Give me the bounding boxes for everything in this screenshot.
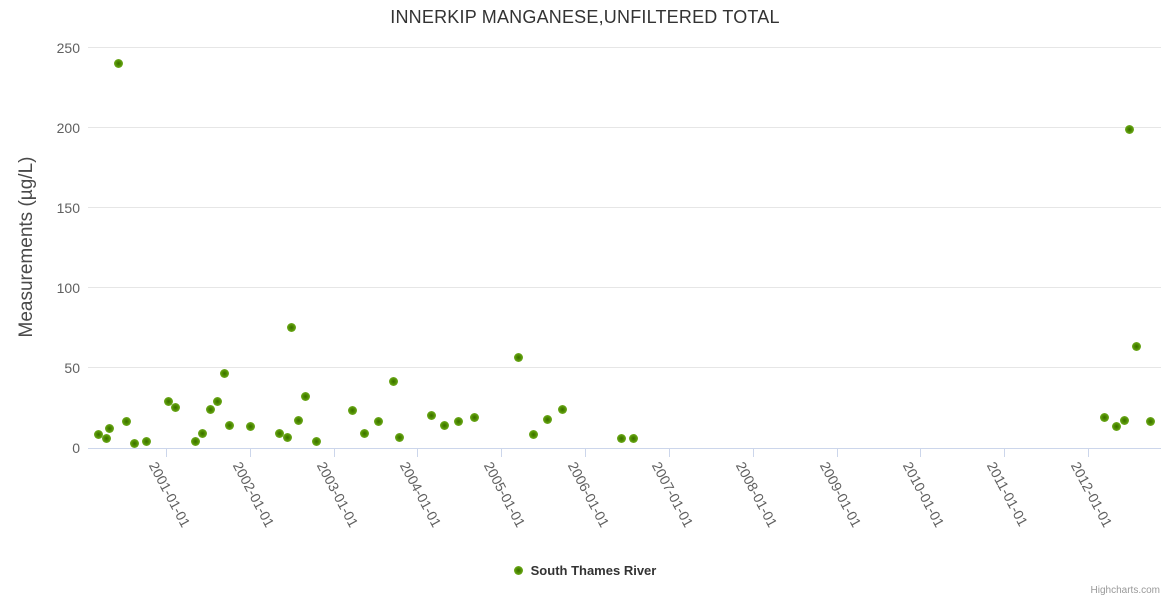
- grid-line: [88, 127, 1161, 128]
- legend-item-south-thames-river[interactable]: South Thames River: [513, 563, 657, 578]
- data-point[interactable]: [122, 417, 132, 427]
- data-point[interactable]: [427, 411, 437, 420]
- data-point[interactable]: [1100, 413, 1110, 423]
- data-point[interactable]: [454, 416, 464, 426]
- y-axis-label: 250: [56, 39, 80, 56]
- data-point[interactable]: [629, 434, 639, 444]
- y-axis-title: Measurements (µg/L): [16, 156, 37, 338]
- x-axis-label: 2004-01-01: [397, 458, 446, 530]
- x-axis-tick: [501, 448, 503, 457]
- y-axis-label: 150: [56, 199, 80, 216]
- x-axis-label: 2003-01-01: [313, 458, 362, 530]
- x-axis-label: 2009-01-01: [816, 458, 865, 530]
- data-point[interactable]: [469, 412, 479, 422]
- data-point[interactable]: [394, 432, 404, 442]
- data-point[interactable]: [113, 59, 123, 68]
- x-axis-label: 2011-01-01: [984, 458, 1032, 529]
- x-axis-tick: [752, 448, 754, 457]
- legend: South Thames River: [0, 563, 1170, 578]
- data-point[interactable]: [542, 415, 552, 424]
- x-axis-tick: [333, 448, 335, 457]
- grid-line: [88, 367, 1161, 368]
- data-point[interactable]: [616, 434, 626, 444]
- y-axis-label: 50: [64, 359, 80, 376]
- x-axis-label: 2001-01-01: [145, 458, 194, 530]
- x-axis-label: 2002-01-01: [229, 458, 278, 530]
- legend-marker-icon: [513, 566, 523, 575]
- data-point[interactable]: [246, 422, 256, 432]
- chart-title: INNERKIP MANGANESE,UNFILTERED TOTAL: [390, 7, 780, 27]
- x-axis-tick: [165, 448, 167, 457]
- data-point[interactable]: [1120, 415, 1130, 425]
- data-point[interactable]: [170, 403, 180, 412]
- data-point[interactable]: [311, 436, 321, 446]
- data-point[interactable]: [213, 396, 223, 406]
- x-axis-tick: [585, 448, 587, 457]
- data-point[interactable]: [528, 430, 538, 440]
- data-point[interactable]: [197, 428, 207, 438]
- x-axis-label: 2005-01-01: [481, 458, 529, 530]
- data-point[interactable]: [225, 420, 235, 430]
- data-point[interactable]: [439, 421, 449, 431]
- data-point[interactable]: [389, 377, 399, 387]
- data-point[interactable]: [1145, 417, 1155, 427]
- data-point[interactable]: [274, 428, 284, 438]
- data-point[interactable]: [130, 439, 140, 448]
- data-point[interactable]: [1112, 422, 1122, 432]
- data-point[interactable]: [1125, 124, 1135, 134]
- data-point[interactable]: [301, 391, 311, 401]
- y-axis-label: 100: [56, 279, 80, 296]
- x-axis-label: 2010-01-01: [900, 458, 949, 530]
- grid-line: [88, 207, 1161, 208]
- highcharts-credits-link[interactable]: Highcharts.com: [1090, 585, 1160, 596]
- data-point[interactable]: [94, 430, 104, 440]
- data-point[interactable]: [360, 428, 370, 438]
- data-point[interactable]: [347, 406, 357, 416]
- x-axis-label: 2008-01-01: [732, 458, 781, 530]
- data-point[interactable]: [283, 433, 292, 443]
- data-point[interactable]: [205, 404, 215, 414]
- x-axis-tick: [836, 448, 838, 457]
- data-point[interactable]: [220, 369, 230, 379]
- x-axis-label: 2006-01-01: [564, 458, 613, 530]
- data-point[interactable]: [142, 436, 152, 446]
- data-point[interactable]: [101, 434, 111, 444]
- legend-item-label: South Thames River: [530, 563, 657, 578]
- data-point[interactable]: [287, 323, 297, 332]
- x-axis-tick: [668, 448, 670, 457]
- data-point[interactable]: [293, 415, 303, 425]
- y-axis-label: 200: [56, 119, 80, 136]
- x-axis-tick: [249, 448, 251, 457]
- data-point[interactable]: [514, 353, 524, 363]
- data-point[interactable]: [190, 437, 200, 447]
- x-axis-tick: [920, 448, 922, 457]
- data-point[interactable]: [373, 416, 383, 426]
- y-axis-label: 0: [72, 439, 80, 456]
- grid-line: [88, 47, 1161, 48]
- x-axis-tick: [1088, 448, 1090, 457]
- x-axis-tick: [417, 448, 419, 457]
- grid-line: [88, 287, 1161, 288]
- data-point[interactable]: [163, 396, 173, 406]
- x-axis-tick: [1004, 448, 1006, 457]
- x-axis-label: 2012-01-01: [1067, 458, 1116, 530]
- data-point[interactable]: [105, 423, 115, 433]
- data-point[interactable]: [1132, 342, 1142, 352]
- x-axis-line: [88, 447, 1161, 449]
- data-point[interactable]: [557, 405, 567, 415]
- x-axis-label: 2007-01-01: [648, 458, 697, 530]
